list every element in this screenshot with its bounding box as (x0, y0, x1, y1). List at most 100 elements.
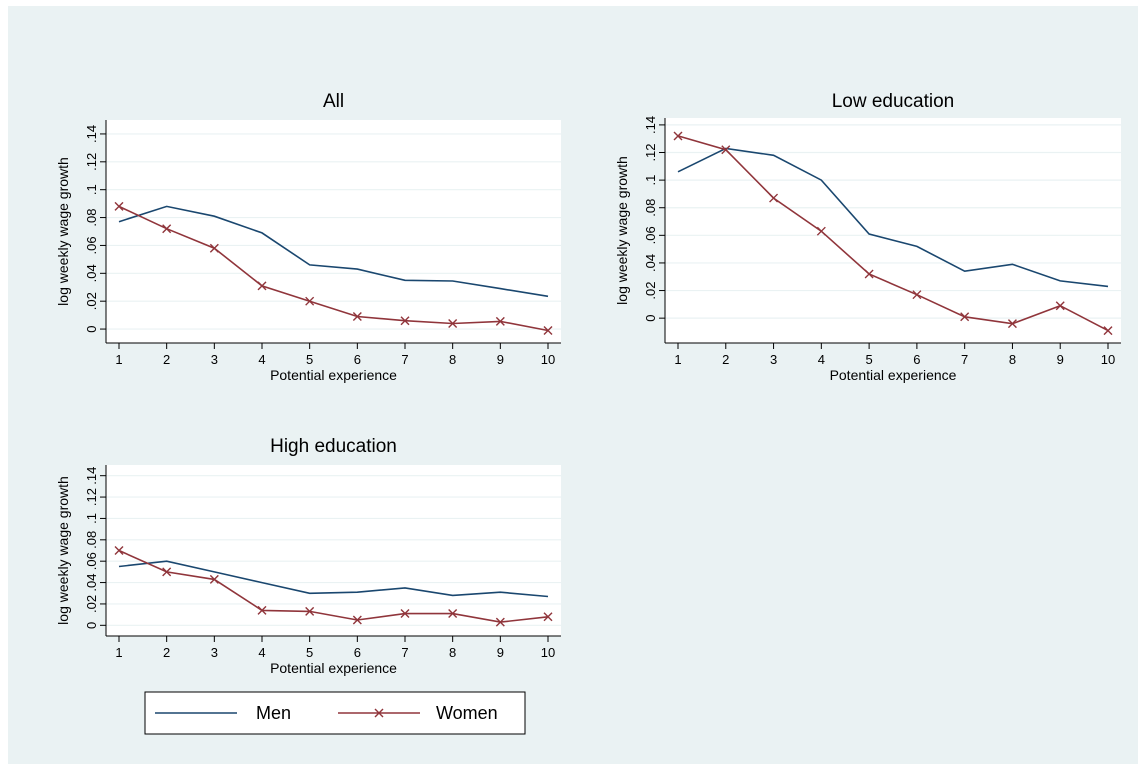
x-tick-label: 6 (913, 352, 920, 367)
data-point-women (257, 281, 267, 291)
legend-x-marker (374, 708, 384, 718)
x-tick-label: 6 (354, 352, 361, 367)
x-tick-label: 5 (306, 352, 313, 367)
y-tick-label: .14 (643, 116, 658, 134)
x-tick-label: 1 (674, 352, 681, 367)
y-tick-label: .1 (643, 175, 658, 186)
series-line-women (677, 135, 1109, 332)
series-line-women (118, 549, 549, 623)
y-tick-label: .02 (643, 282, 658, 300)
legend: Men Women (144, 691, 526, 735)
x-tick-label: 8 (1009, 352, 1016, 367)
x-tick-label: 4 (258, 645, 265, 660)
legend-women-marker (374, 708, 384, 718)
x-tick-label: 3 (211, 645, 218, 660)
panel-all: All 0 .02 .04 .06 .08 .1 .12 .14 1 2 3 4 5 6 7 8 9 10 Poten… (55, 91, 561, 383)
x-tick-label: 3 (770, 352, 777, 367)
x-tick-label: 8 (449, 352, 456, 367)
x-tick-label: 2 (163, 352, 170, 367)
x-axis-title: Potential experience (830, 367, 957, 383)
series-line-men (118, 560, 549, 598)
x-tick-label: 9 (497, 352, 504, 367)
y-tick-label: .08 (84, 531, 99, 549)
y-tick-label: .02 (84, 595, 99, 613)
panel-high-education: High education 0 .02 .04 .06 .08 .1 .12 .14 1 2 3 4 5… (55, 436, 561, 676)
data-point-women (400, 316, 410, 326)
data-point-women (495, 316, 505, 326)
data-point-women (816, 226, 826, 236)
y-tick-label: 0 (643, 315, 658, 322)
y-tick-label: .12 (84, 488, 99, 506)
y-tick-label: .04 (84, 574, 99, 592)
x-tick-label: 1 (115, 352, 122, 367)
x-tick-label: 3 (211, 352, 218, 367)
x-tick-label: 2 (163, 645, 170, 660)
panel-title-high-education: High education (270, 436, 397, 457)
data-point-women (352, 312, 362, 322)
data-point-women (400, 609, 410, 619)
y-tick-label: .14 (84, 125, 99, 143)
x-tick-label: 6 (354, 645, 361, 660)
series-line-men (677, 147, 1109, 288)
plot-area-high-education (106, 465, 561, 636)
y-axis-title: log weekly wage growth (55, 157, 71, 306)
x-tick-label: 1 (115, 645, 122, 660)
x-tick-label: 9 (1057, 352, 1064, 367)
data-point-women (114, 201, 124, 211)
data-point-women (162, 224, 172, 234)
data-point-women (1007, 319, 1017, 329)
y-tick-label: .06 (84, 552, 99, 570)
y-tick-label: 0 (84, 325, 99, 332)
y-tick-label: .06 (84, 236, 99, 254)
data-point-women (305, 296, 315, 306)
panel-low-education: Low education 0 .02 .04 .06 .08 .1 .12 .14 1 2 3 4 5 6… (614, 91, 1121, 383)
data-point-women (543, 612, 553, 622)
data-point-women (209, 574, 219, 584)
data-point-women (769, 193, 779, 203)
y-tick-label: .1 (84, 513, 99, 524)
x-tick-label: 4 (818, 352, 825, 367)
x-tick-label: 10 (1101, 352, 1115, 367)
y-axis-title: log weekly wage growth (614, 156, 630, 305)
data-point-women (912, 290, 922, 300)
data-point-women (162, 567, 172, 577)
data-point-women (114, 546, 124, 555)
series-line-men (118, 205, 549, 298)
data-point-women (209, 243, 219, 253)
data-point-women (1103, 326, 1113, 336)
data-point-women (1055, 301, 1065, 311)
y-tick-label: .02 (84, 292, 99, 310)
x-tick-label: 8 (449, 645, 456, 660)
plot-area-all (106, 120, 561, 343)
plot-area-low-education (665, 118, 1121, 343)
data-point-women (448, 609, 458, 619)
x-tick-label: 7 (401, 645, 408, 660)
panel-title-low-education: Low education (832, 91, 955, 112)
x-tick-label: 7 (961, 352, 968, 367)
x-tick-label: 10 (541, 352, 555, 367)
y-tick-label: .08 (84, 209, 99, 227)
y-tick-label: .08 (643, 199, 658, 217)
y-tick-label: .04 (84, 264, 99, 282)
data-point-women (305, 606, 315, 616)
x-tick-label: 9 (497, 645, 504, 660)
x-tick-label: 5 (306, 645, 313, 660)
y-tick-label: .14 (84, 467, 99, 485)
data-point-women (864, 269, 874, 279)
y-tick-label: 0 (84, 622, 99, 629)
x-tick-label: 2 (722, 352, 729, 367)
y-tick-label: .12 (84, 153, 99, 171)
y-tick-label: .06 (643, 226, 658, 244)
x-axis-title: Potential experience (270, 660, 397, 676)
legend-men-label: Men (256, 703, 291, 723)
data-point-women (721, 145, 731, 155)
series-line-women (118, 205, 549, 332)
data-point-women (352, 615, 362, 625)
data-point-women (960, 312, 970, 322)
x-axis-title: Potential experience (270, 367, 397, 383)
data-point-women (448, 318, 458, 328)
x-tick-label: 5 (865, 352, 872, 367)
x-tick-label: 10 (541, 645, 555, 660)
